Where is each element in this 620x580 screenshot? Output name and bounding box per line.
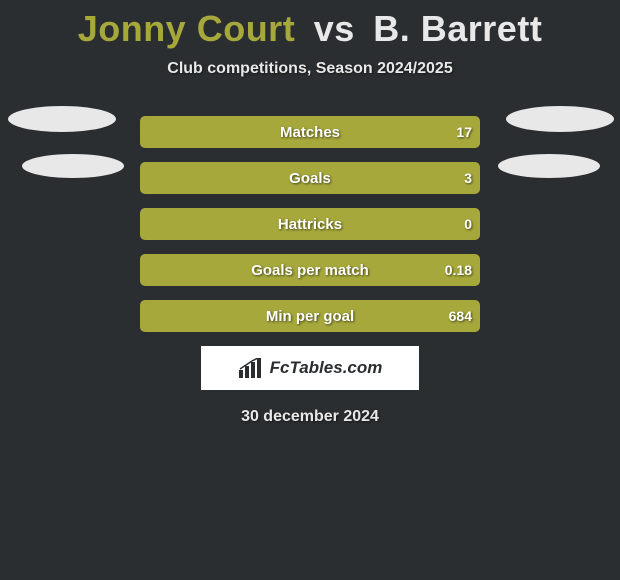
stat-value-right: 3 [456,162,480,194]
player1-photo-body [22,154,124,178]
player2-photo-body [498,154,600,178]
stat-rows: Matches 17 Goals 3 Hattricks 0 Goals per… [140,116,480,332]
brand-box[interactable]: FcTables.com [201,346,419,390]
stat-row: Goals per match 0.18 [140,254,480,286]
stat-row: Goals 3 [140,162,480,194]
stat-value-right: 0 [456,208,480,240]
stat-value-right: 0.18 [437,254,480,286]
stat-row: Hattricks 0 [140,208,480,240]
stat-value-right: 17 [448,116,480,148]
player1-photo-head [8,106,116,132]
vs-separator: vs [306,8,363,49]
brand-bars-icon [238,358,264,378]
snapshot-date: 30 december 2024 [0,408,620,426]
stat-label: Goals [140,162,480,194]
stat-row: Min per goal 684 [140,300,480,332]
stat-label: Matches [140,116,480,148]
player2-photo-head [506,106,614,132]
stat-label: Min per goal [140,300,480,332]
stats-arena: Matches 17 Goals 3 Hattricks 0 Goals per… [0,116,620,426]
stat-label: Hattricks [140,208,480,240]
comparison-title: Jonny Court vs B. Barrett [0,0,620,50]
brand-text: FcTables.com [270,358,383,378]
stat-value-right: 684 [441,300,480,332]
stat-row: Matches 17 [140,116,480,148]
stat-label: Goals per match [140,254,480,286]
player1-name: Jonny Court [78,8,296,49]
subtitle: Club competitions, Season 2024/2025 [0,60,620,78]
player2-name: B. Barrett [373,8,542,49]
